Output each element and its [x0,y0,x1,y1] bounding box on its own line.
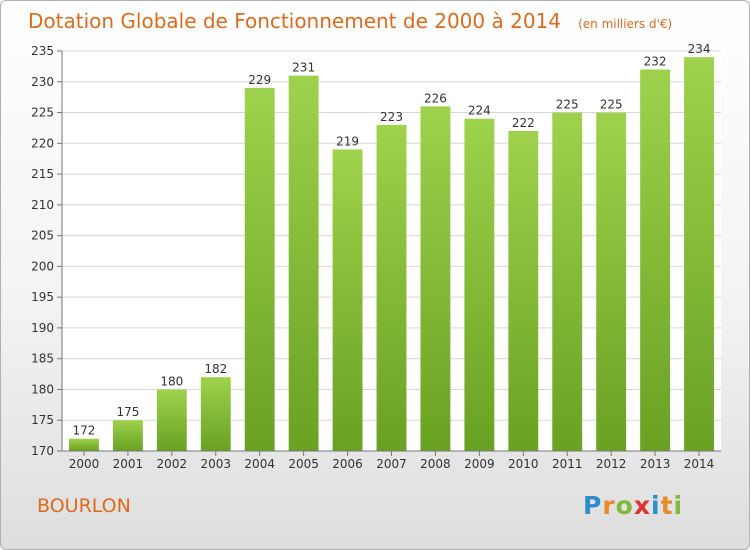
bar [200,377,231,451]
bar [376,124,407,451]
x-tick-label: 2012 [596,457,627,471]
y-tick-label: 180 [31,382,54,396]
bar [420,106,451,451]
y-tick-label: 175 [31,413,54,427]
bar-value-label: 175 [116,405,139,419]
bar [156,389,187,451]
bar [552,112,583,452]
logo-letter: o [615,491,634,520]
bar-value-label: 231 [292,61,315,75]
y-tick-label: 190 [31,321,54,335]
bar-value-label: 234 [688,42,711,56]
x-tick-label: 2007 [376,457,407,471]
bar-value-label: 219 [336,134,359,148]
commune-name: BOURLON [37,495,131,517]
bar [464,118,495,451]
bar-value-label: 223 [380,110,403,124]
x-tick-label: 2008 [420,457,451,471]
bar-value-label: 232 [644,54,667,68]
bar-value-label: 226 [424,91,447,105]
x-tick-label: 2013 [640,457,671,471]
bar-value-label: 180 [160,374,183,388]
bar [596,112,627,452]
chart-title-text: Dotation Globale de Fonctionnement de 20… [28,9,561,33]
y-tick-label: 230 [31,75,54,89]
bar-value-label: 225 [600,98,623,112]
bar [112,420,143,451]
y-tick-label: 235 [31,44,54,58]
bar [332,149,363,451]
bar [69,438,99,451]
x-tick-label: 2004 [244,457,275,471]
bar-value-label: 182 [204,362,227,376]
chart-title: Dotation Globale de Fonctionnement de 20… [28,9,672,33]
bar-value-label: 222 [512,116,535,130]
bar-value-label: 229 [248,73,271,87]
bar [288,75,319,451]
logo-letter: P [583,491,603,520]
x-tick-label: 2014 [684,457,715,471]
x-tick-label: 2010 [508,457,539,471]
x-tick-label: 2009 [464,457,495,471]
bar [684,57,714,452]
bar [244,87,275,451]
y-tick-label: 185 [31,352,54,366]
logo-letter: i [651,491,661,520]
y-tick-label: 215 [31,167,54,181]
y-tick-label: 225 [31,106,54,120]
bar [640,69,671,451]
x-tick-label: 2000 [69,457,100,471]
y-tick-label: 210 [31,198,54,212]
bar-value-label: 224 [468,104,491,118]
y-tick-label: 170 [31,444,54,458]
logo-letter: x [633,491,651,520]
x-tick-label: 2005 [288,457,319,471]
x-tick-label: 2002 [157,457,188,471]
y-tick-label: 200 [31,259,54,273]
y-tick-label: 220 [31,136,54,150]
bar [508,131,539,451]
proxiti-logo: Proxiti [583,491,683,520]
y-tick-label: 205 [31,229,54,243]
x-tick-label: 2001 [113,457,144,471]
logo-letter: t [660,491,674,520]
x-tick-label: 2003 [200,457,231,471]
bar-value-label: 225 [556,98,579,112]
y-tick-label: 195 [31,290,54,304]
logo-letter: r [602,491,616,520]
logo-letter: i [673,491,684,520]
chart-unit: (en milliers d'€) [578,17,673,31]
x-tick-label: 2006 [332,457,363,471]
x-tick-label: 2011 [552,457,583,471]
bar-value-label: 172 [73,424,96,438]
